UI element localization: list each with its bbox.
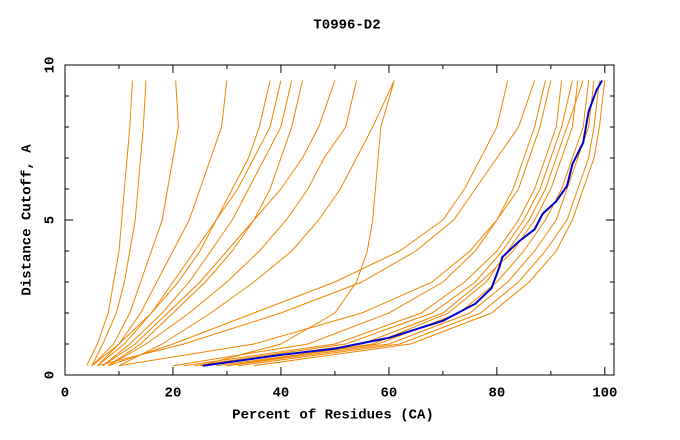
series-line <box>91 80 179 367</box>
series-line <box>86 80 133 366</box>
series-line <box>202 79 603 367</box>
series-line <box>108 80 509 367</box>
series-line <box>91 80 282 367</box>
x-tick-label: 0 <box>61 386 69 402</box>
x-tick-label: 60 <box>380 386 397 402</box>
series-line <box>97 80 228 367</box>
plot-area <box>86 79 606 367</box>
series-line <box>199 80 579 367</box>
series-line <box>97 80 271 367</box>
series-line <box>118 80 395 367</box>
series-line <box>97 80 536 367</box>
x-axis-label: Percent of Residues (CA) <box>232 408 434 424</box>
y-tick-label: 5 <box>43 216 59 224</box>
series-line <box>183 80 563 367</box>
series-line <box>172 80 546 367</box>
x-tick-label: 20 <box>165 386 182 402</box>
series-line <box>226 80 584 367</box>
y-tick-label: 0 <box>43 371 59 379</box>
y-tick-label: 10 <box>43 57 59 74</box>
series-line <box>102 80 293 367</box>
series-line <box>237 80 600 367</box>
series-line <box>91 80 147 366</box>
y-axis-label: Distance Cutoff, A <box>20 144 36 296</box>
series-line <box>253 80 606 367</box>
series-line <box>102 80 336 367</box>
chart-title: T0996-D2 <box>313 18 380 34</box>
series-line <box>194 80 573 367</box>
series-line <box>107 80 357 367</box>
series-line <box>107 80 303 367</box>
x-tick-label: 80 <box>488 386 505 402</box>
x-tick-label: 40 <box>273 386 290 402</box>
series-line <box>118 80 552 367</box>
x-tick-label: 100 <box>592 386 617 402</box>
